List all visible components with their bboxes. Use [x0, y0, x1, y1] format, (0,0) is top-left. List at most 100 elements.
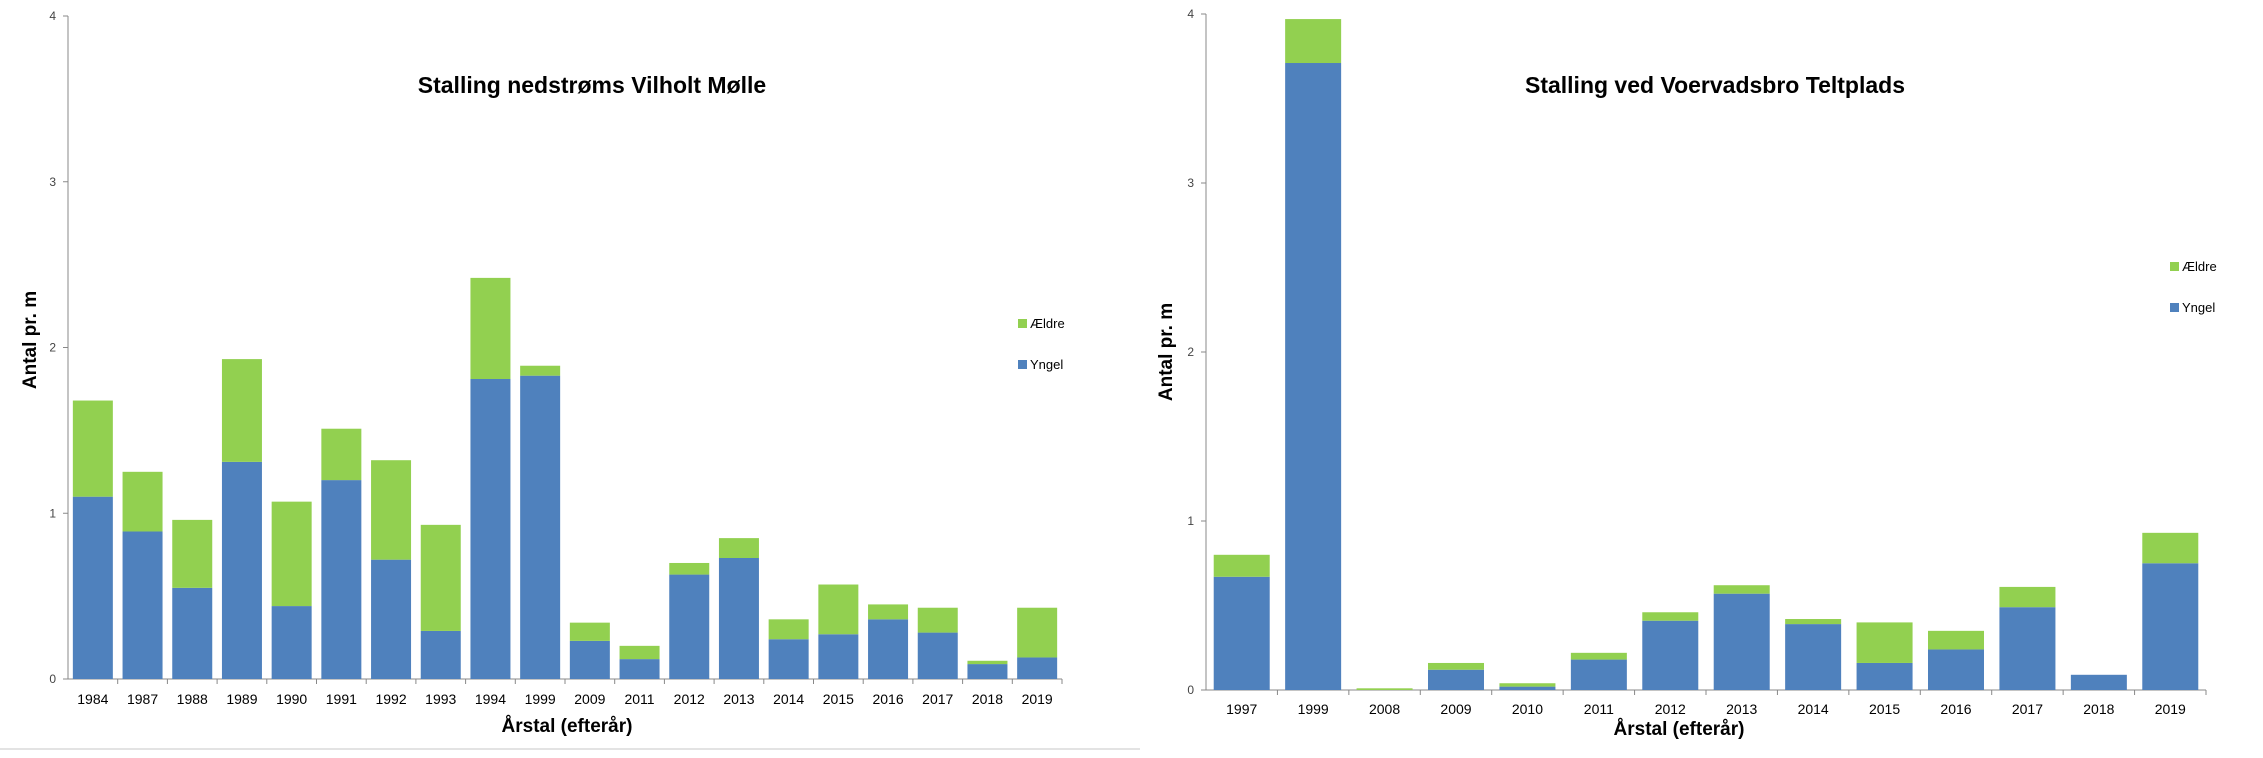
x-tick-label: 2008	[1369, 701, 1400, 717]
divider	[0, 748, 1140, 750]
bar-ldre-1984	[72, 400, 113, 497]
chart-voervadsbro: Stalling ved Voervadsbro Teltplads Antal…	[1156, 7, 2217, 740]
bar-ldre-1993	[420, 524, 461, 631]
bar-yngel-1993	[420, 630, 461, 679]
y-tick-label: 2	[49, 341, 56, 355]
bar-yngel-1988	[172, 587, 213, 679]
bar-ldre-2008	[1356, 688, 1413, 690]
bar-ldre-1991	[321, 428, 362, 481]
x-tick-label: 2013	[1726, 701, 1757, 717]
bar-yngel-2016	[1928, 649, 1984, 690]
y-tick-label: 4	[1187, 7, 1194, 21]
x-tick-label: 2014	[1798, 701, 1829, 717]
bar-yngel-2009	[1428, 669, 1484, 690]
x-tick-label: 1990	[276, 691, 307, 707]
bar-yngel-2011	[1570, 659, 1627, 690]
x-tick-label: 1999	[1298, 701, 1329, 717]
bar-ldre-2017	[1999, 586, 2056, 608]
y-tick-label: 2	[1187, 345, 1194, 359]
bar-ldre-2009	[1428, 662, 1484, 670]
x-tick-label: 1994	[475, 691, 506, 707]
bar-yngel-2009	[569, 640, 610, 679]
legend-label: Yngel	[1030, 357, 1063, 372]
x-tick-label: 2011	[624, 691, 654, 707]
x-axis-label: Årstal (efterår)	[502, 716, 633, 737]
legend-label: Ældre	[1030, 316, 1065, 331]
x-tick-label: 2010	[1512, 701, 1543, 717]
bar-ldre-2014	[768, 619, 809, 640]
legend-swatch	[1018, 360, 1027, 369]
bar-ldre-1994	[470, 277, 511, 379]
y-tick-label: 1	[1187, 514, 1194, 528]
x-tick-label: 1987	[127, 691, 158, 707]
bar-yngel-2012	[1642, 620, 1699, 690]
bar-ldre-2012	[669, 562, 710, 575]
x-axis-label: Årstal (efterår)	[1614, 719, 1745, 740]
bar-ldre-2017	[917, 607, 958, 633]
bar-ldre-1992	[371, 460, 412, 560]
bar-yngel-1990	[271, 606, 312, 679]
legend-label: Ældre	[2182, 259, 2217, 274]
y-tick-label: 0	[49, 672, 56, 686]
bar-ldre-1999	[1285, 19, 1342, 64]
x-tick-label: 2019	[2155, 701, 2186, 717]
x-tick-label: 2018	[972, 691, 1003, 707]
chart-panel-vilholt: Stalling nedstrøms Vilholt Mølle Antal p…	[20, 9, 1065, 737]
bar-yngel-2012	[669, 574, 710, 679]
bar-ldre-2009	[569, 622, 610, 641]
bar-ldre-2013	[718, 538, 759, 559]
x-tick-label: 2016	[1940, 701, 1971, 717]
bar-yngel-1991	[321, 480, 362, 679]
x-tick-label: 1988	[177, 691, 208, 707]
bar-ldre-2010	[1499, 683, 1556, 687]
chart-vilholt: Stalling nedstrøms Vilholt Mølle Antal p…	[20, 9, 1065, 737]
bar-yngel-2019	[2142, 563, 2199, 690]
bar-ldre-1999	[520, 365, 561, 376]
x-tick-label: 2017	[2012, 701, 2043, 717]
bar-ldre-1989	[221, 359, 262, 462]
bar-yngel-2018	[2070, 674, 2127, 690]
bar-ldre-2015	[818, 584, 859, 635]
x-tick-label: 1984	[77, 691, 108, 707]
bar-yngel-2013	[718, 558, 759, 679]
x-tick-label: 2015	[1869, 701, 1900, 717]
x-tick-label: 1997	[1226, 701, 1257, 717]
y-tick-label: 3	[49, 175, 56, 189]
chart-title: Stalling ved Voervadsbro Teltplads	[1525, 72, 1905, 98]
bar-yngel-2017	[1999, 607, 2056, 690]
legend-swatch	[2170, 262, 2179, 271]
y-tick-label: 1	[49, 506, 56, 520]
bar-yngel-2017	[917, 632, 958, 679]
bar-yngel-1992	[371, 559, 412, 679]
bar-yngel-2011	[619, 659, 660, 679]
bar-yngel-2015	[1856, 662, 1913, 690]
x-tick-label: 2013	[723, 691, 754, 707]
y-axis-label: Antal pr. m	[1156, 303, 1177, 401]
x-tick-label: 1992	[375, 691, 406, 707]
x-tick-label: 2014	[773, 691, 804, 707]
x-tick-label: 2012	[1655, 701, 1686, 717]
legend-label: Yngel	[2182, 300, 2215, 315]
bar-yngel-2014	[768, 639, 809, 679]
bar-yngel-2019	[1017, 657, 1058, 679]
x-tick-label: 2019	[1022, 691, 1053, 707]
bar-yngel-2016	[868, 619, 909, 679]
bar-ldre-2015	[1856, 622, 1913, 663]
bar-yngel-1994	[470, 378, 511, 679]
x-tick-label: 2017	[922, 691, 953, 707]
bar-ldre-2016	[868, 604, 909, 620]
bar-ldre-1990	[271, 501, 312, 607]
x-tick-label: 1989	[226, 691, 257, 707]
bar-ldre-2019	[2142, 532, 2199, 564]
bar-ldre-1988	[172, 519, 213, 588]
x-tick-label: 2012	[674, 691, 705, 707]
bar-ldre-2014	[1785, 619, 1842, 625]
bar-yngel-2018	[967, 664, 1008, 679]
y-tick-label: 4	[49, 9, 56, 23]
bar-yngel-1984	[72, 496, 113, 679]
x-tick-label: 1993	[425, 691, 456, 707]
bar-yngel-1999	[520, 375, 561, 679]
x-tick-label: 1991	[326, 691, 357, 707]
bar-ldre-2011	[1570, 652, 1627, 660]
bar-ldre-2018	[967, 660, 1008, 665]
